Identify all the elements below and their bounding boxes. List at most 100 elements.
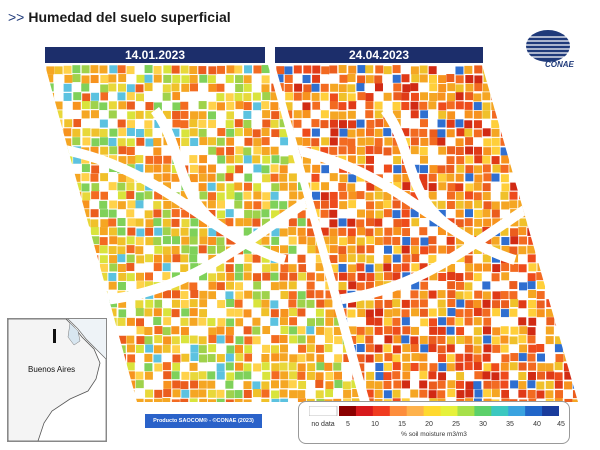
field-parcel: [419, 335, 428, 344]
field-parcel: [198, 363, 207, 372]
field-parcel: [509, 74, 518, 83]
field-parcel: [347, 272, 356, 281]
field-parcel: [537, 263, 546, 272]
field-parcel: [554, 398, 563, 402]
field-parcel: [315, 336, 324, 345]
field-parcel: [437, 299, 446, 308]
field-parcel: [374, 389, 383, 398]
field-parcel: [289, 354, 298, 363]
field-parcel: [428, 344, 437, 353]
field-parcel: [253, 146, 262, 155]
field-parcel: [401, 74, 410, 83]
field-parcel: [419, 101, 428, 110]
field-parcel: [253, 201, 262, 210]
field-parcel: [320, 83, 329, 92]
field-parcel: [162, 227, 171, 236]
field-parcel: [63, 65, 72, 74]
field-parcel: [261, 128, 270, 137]
field-parcel: [154, 335, 163, 344]
field-parcel: [428, 155, 437, 164]
field-parcel: [270, 119, 279, 128]
field-parcel: [356, 263, 365, 272]
field-parcel: [500, 92, 509, 101]
field-parcel: [320, 110, 329, 119]
field-parcel: [135, 110, 144, 119]
field-parcel: [288, 236, 297, 245]
field-parcel: [329, 200, 338, 209]
field-parcel: [190, 389, 199, 398]
field-parcel: [347, 245, 356, 254]
field-parcel: [528, 300, 537, 309]
field-parcel: [297, 398, 306, 402]
field-parcel: [536, 272, 545, 281]
field-parcel: [226, 299, 235, 308]
field-parcel: [99, 65, 108, 74]
field-parcel: [302, 119, 311, 128]
field-parcel: [356, 363, 365, 372]
field-parcel: [154, 245, 163, 254]
field-parcel: [536, 209, 545, 218]
field-parcel: [162, 110, 171, 119]
field-parcel: [135, 264, 144, 273]
field-parcel: [545, 128, 554, 137]
field-parcel: [393, 182, 402, 191]
field-parcel: [189, 398, 198, 402]
field-parcel: [339, 191, 348, 200]
field-parcel: [226, 272, 235, 281]
field-parcel: [419, 165, 428, 174]
field-parcel: [419, 299, 428, 308]
field-parcel: [383, 192, 392, 201]
field-parcel: [464, 191, 473, 200]
field-parcel: [288, 137, 297, 146]
field-parcel: [109, 65, 118, 74]
field-parcel: [393, 380, 402, 389]
field-parcel: [401, 209, 410, 218]
field-parcel: [446, 74, 455, 83]
field-parcel: [252, 344, 261, 353]
field-parcel: [55, 299, 64, 308]
field-parcel: [302, 102, 311, 111]
field-parcel: [483, 74, 492, 83]
field-parcel: [252, 254, 261, 263]
field-parcel: [572, 218, 578, 227]
field-parcel: [527, 119, 536, 128]
field-parcel: [54, 92, 63, 101]
field-parcel: [339, 174, 348, 183]
field-parcel: [270, 272, 279, 281]
field-parcel: [339, 237, 348, 246]
field-parcel: [545, 164, 554, 173]
field-parcel: [375, 308, 384, 317]
field-parcel: [528, 308, 537, 317]
field-parcel: [527, 281, 536, 290]
field-parcel: [375, 272, 384, 281]
tick-label: 30: [479, 421, 487, 428]
field-parcel: [45, 263, 54, 272]
field-parcel: [419, 380, 428, 389]
no-data-gap: [380, 107, 458, 235]
field-parcel: [500, 209, 509, 218]
field-parcel: [347, 236, 356, 245]
field-parcel: [90, 75, 99, 84]
field-parcel: [528, 344, 537, 353]
field-parcel: [420, 237, 429, 246]
field-parcel: [347, 254, 356, 263]
field-parcel: [333, 362, 342, 371]
field-parcel: [455, 281, 464, 290]
field-parcel: [108, 227, 117, 236]
field-parcel: [316, 273, 325, 282]
field-parcel: [518, 372, 527, 381]
field-parcel: [81, 273, 90, 282]
field-parcel: [320, 209, 329, 218]
field-parcel: [91, 245, 100, 254]
field-parcel: [306, 344, 315, 353]
field-parcel: [464, 200, 473, 209]
field-parcel: [243, 93, 252, 102]
field-parcel: [217, 210, 226, 219]
field-parcel: [216, 381, 225, 390]
field-parcel: [316, 362, 325, 371]
field-parcel: [455, 138, 464, 147]
field-parcel: [455, 309, 464, 318]
field-parcel: [271, 183, 280, 192]
field-parcel: [243, 110, 252, 119]
field-parcel: [72, 299, 81, 308]
